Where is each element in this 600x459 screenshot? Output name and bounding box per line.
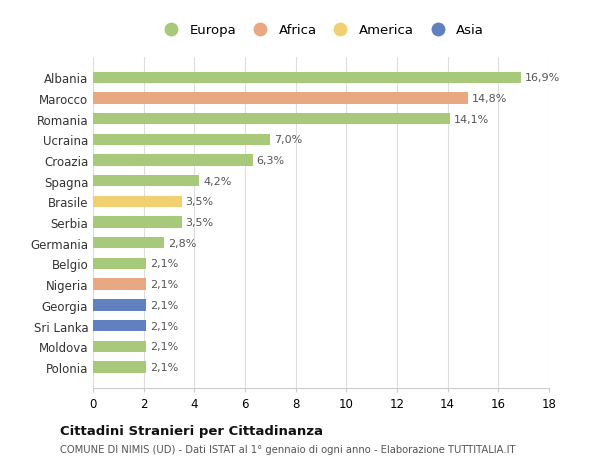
Legend: Europa, Africa, America, Asia: Europa, Africa, America, Asia	[158, 24, 484, 37]
Text: 4,2%: 4,2%	[203, 176, 232, 186]
Text: 2,1%: 2,1%	[150, 321, 178, 331]
Bar	[93, 93, 468, 104]
Bar	[93, 155, 253, 166]
Bar	[93, 300, 146, 311]
Text: 2,1%: 2,1%	[150, 341, 178, 352]
Text: 14,1%: 14,1%	[454, 114, 489, 124]
Text: 3,5%: 3,5%	[185, 197, 214, 207]
Bar	[93, 320, 146, 331]
Bar	[93, 73, 521, 84]
Bar	[93, 176, 199, 187]
Bar	[93, 196, 182, 207]
Text: COMUNE DI NIMIS (UD) - Dati ISTAT al 1° gennaio di ogni anno - Elaborazione TUTT: COMUNE DI NIMIS (UD) - Dati ISTAT al 1° …	[60, 444, 515, 454]
Text: 2,8%: 2,8%	[168, 238, 196, 248]
Bar	[93, 279, 146, 290]
Text: 2,1%: 2,1%	[150, 280, 178, 290]
Text: 6,3%: 6,3%	[256, 156, 284, 166]
Text: 14,8%: 14,8%	[472, 94, 507, 104]
Text: 2,1%: 2,1%	[150, 300, 178, 310]
Text: Cittadini Stranieri per Cittadinanza: Cittadini Stranieri per Cittadinanza	[60, 425, 323, 437]
Text: 2,1%: 2,1%	[150, 362, 178, 372]
Bar	[93, 114, 450, 125]
Text: 3,5%: 3,5%	[185, 218, 214, 228]
Bar	[93, 134, 271, 146]
Text: 7,0%: 7,0%	[274, 135, 302, 145]
Bar	[93, 217, 182, 228]
Bar	[93, 258, 146, 269]
Text: 2,1%: 2,1%	[150, 259, 178, 269]
Text: 16,9%: 16,9%	[525, 73, 560, 83]
Bar	[93, 341, 146, 352]
Bar	[93, 238, 164, 249]
Bar	[93, 362, 146, 373]
